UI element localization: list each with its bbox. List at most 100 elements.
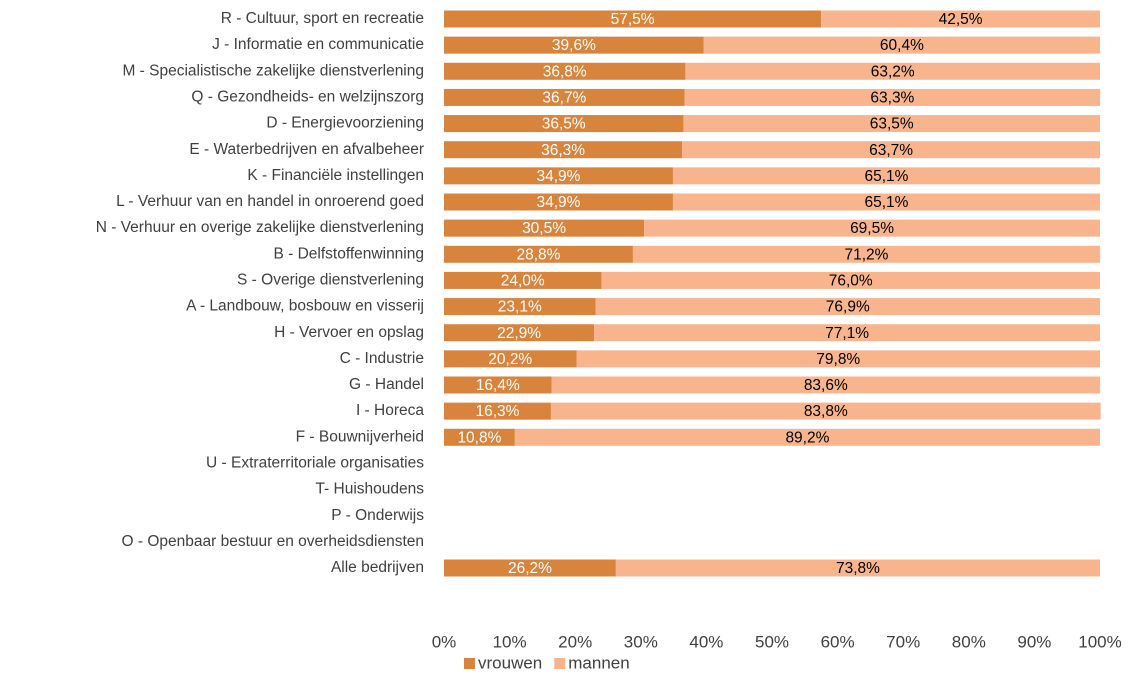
y-tick-label: C - Industrie: [340, 350, 424, 367]
bar-segment: [444, 219, 645, 237]
y-tick-label: O - Openbaar bestuur en overheidsdienste…: [122, 533, 424, 550]
y-tick-label: R - Cultuur, sport en recreatie: [221, 10, 424, 27]
data-label: 39,6%: [552, 37, 596, 54]
data-label: 36,5%: [542, 116, 586, 133]
bar-segment: [551, 376, 1100, 394]
y-tick-label: I - Horeca: [356, 402, 424, 419]
x-tick-label: 80%: [952, 632, 986, 651]
bar-segment: [444, 324, 595, 342]
y-tick-label: M - Specialistische zakelijke dienstverl…: [122, 62, 424, 79]
bar-segment: [594, 324, 1100, 342]
y-tick-label: J - Informatie en communicatie: [212, 36, 424, 53]
bar-segment: [444, 298, 596, 316]
data-label: 63,7%: [869, 142, 913, 159]
x-tick-label: 90%: [1017, 632, 1051, 651]
data-label: 63,5%: [870, 116, 914, 133]
bar-segment: [550, 402, 1101, 420]
data-label: 71,2%: [844, 246, 888, 263]
y-tick-label: A - Landbouw, bosbouw en visserij: [186, 298, 424, 315]
bar-segment: [644, 219, 1100, 237]
data-label: 36,3%: [541, 142, 585, 159]
bar-segment: [672, 167, 1100, 185]
bar-segment: [595, 298, 1100, 316]
legend-swatch: [464, 658, 475, 669]
y-tick-label: P - Onderwijs: [331, 507, 424, 524]
bar-segment: [632, 245, 1100, 263]
bar-segment: [444, 115, 684, 133]
y-tick-label: H - Vervoer en opslag: [274, 324, 424, 341]
y-tick-label: B - Delfstoffenwinning: [274, 245, 425, 262]
data-label: 60,4%: [880, 37, 924, 54]
bar-segment: [684, 88, 1100, 106]
legend-label: vrouwen: [478, 653, 542, 672]
data-label: 69,5%: [850, 220, 894, 237]
bar-segment: [685, 62, 1100, 80]
y-tick-label: Q - Gezondheids- en welzijnszorg: [191, 89, 424, 106]
x-tick-label: 30%: [624, 632, 658, 651]
y-tick-label: D - Energievoorziening: [266, 115, 424, 132]
y-tick-label: S - Overige dienstverlening: [237, 272, 424, 289]
bar-segment: [444, 376, 552, 394]
data-label: 79,8%: [816, 351, 860, 368]
data-label: 24,0%: [501, 273, 545, 290]
bar-segment: [444, 167, 673, 185]
data-label: 76,9%: [826, 299, 870, 316]
data-label: 89,2%: [785, 429, 829, 446]
bar-segment: [444, 559, 616, 577]
x-tick-label: 100%: [1078, 632, 1121, 651]
x-tick-label: 50%: [755, 632, 789, 651]
bar-segment: [444, 88, 685, 106]
bar-segment: [444, 245, 633, 263]
bar-segment: [576, 350, 1100, 368]
data-label: 16,4%: [476, 377, 520, 394]
data-label: 28,8%: [516, 246, 560, 263]
y-tick-label: N - Verhuur en overige zakelijke dienstv…: [96, 219, 424, 236]
legend-label: mannen: [568, 653, 629, 672]
data-label: 65,1%: [864, 168, 908, 185]
bar-segment: [615, 559, 1100, 577]
bar-segment: [514, 428, 1100, 446]
bar-segment: [444, 402, 551, 420]
data-label: 83,8%: [804, 403, 848, 420]
bar-segment: [444, 428, 515, 446]
y-tick-label: T- Huishoudens: [315, 481, 424, 498]
data-label: 26,2%: [508, 560, 552, 577]
x-tick-label: 60%: [821, 632, 855, 651]
y-tick-label: K - Financiële instellingen: [247, 167, 424, 184]
data-label: 57,5%: [611, 11, 655, 28]
data-label: 42,5%: [939, 11, 983, 28]
bar-segment: [444, 141, 683, 159]
x-tick-label: 70%: [886, 632, 920, 651]
bar-segment: [444, 193, 673, 211]
y-tick-label: U - Extraterritoriale organisaties: [206, 455, 424, 472]
bar-segment: [444, 271, 602, 289]
y-tick-label: F - Bouwnijverheid: [296, 428, 424, 445]
legend-swatch: [554, 658, 566, 669]
x-tick-label: 0%: [432, 632, 457, 651]
data-label: 23,1%: [498, 299, 542, 316]
y-tick-label: E - Waterbedrijven en afvalbeheer: [189, 141, 424, 158]
bar-segment: [672, 193, 1100, 211]
data-label: 10,8%: [457, 429, 501, 446]
data-label: 63,3%: [870, 90, 914, 107]
bar-segment: [444, 10, 822, 28]
bar-segment: [444, 62, 686, 80]
data-label: 83,6%: [804, 377, 848, 394]
bar-segment: [444, 36, 704, 54]
bar-segment: [444, 350, 577, 368]
data-label: 65,1%: [864, 194, 908, 211]
data-label: 76,0%: [829, 273, 873, 290]
y-tick-label: Alle bedrijven: [331, 559, 424, 576]
x-tick-label: 40%: [689, 632, 723, 651]
data-label: 34,9%: [536, 194, 580, 211]
data-label: 36,8%: [543, 63, 587, 80]
y-tick-label: L - Verhuur van en handel in onroerend g…: [116, 193, 424, 210]
bar-segment: [683, 115, 1100, 133]
data-label: 30,5%: [522, 220, 566, 237]
bar-segment: [821, 10, 1100, 28]
bar-segment: [601, 271, 1100, 289]
data-label: 34,9%: [536, 168, 580, 185]
bar-segment: [682, 141, 1100, 159]
y-tick-label: G - Handel: [349, 376, 424, 393]
